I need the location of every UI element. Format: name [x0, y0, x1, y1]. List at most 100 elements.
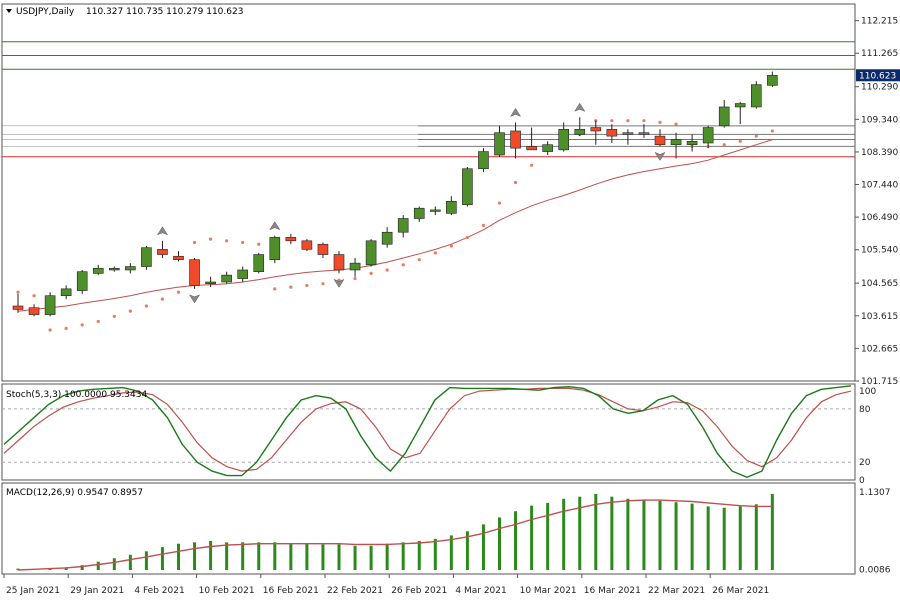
date-tick-label: 16 Feb 2021	[263, 586, 319, 596]
sar-dot	[401, 263, 405, 267]
sar-dot	[738, 139, 742, 143]
macd-histogram-bar	[690, 503, 694, 570]
fractal-up-icon	[269, 221, 281, 231]
macd-histogram-bar	[209, 540, 213, 570]
date-tick-label: 22 Feb 2021	[327, 586, 383, 596]
sar-dot	[48, 328, 52, 332]
stoch-signal-line	[3, 387, 852, 472]
bull-candle	[542, 144, 553, 152]
symbol-label: USDJPY,Daily	[16, 7, 75, 17]
macd-histogram-bar	[481, 524, 485, 570]
fractal-up-icon	[509, 107, 522, 117]
macd-histogram-bar	[401, 542, 405, 570]
sar-dot	[128, 309, 132, 313]
bull-candle	[478, 151, 489, 170]
bull-candle	[558, 128, 570, 151]
date-tick-label: 22 Mar 2021	[648, 586, 705, 596]
macd-histogram-bar	[770, 493, 774, 570]
bull-candle	[381, 231, 393, 245]
sar-dot	[497, 201, 502, 205]
bull-candle	[125, 266, 136, 271]
bull-candle	[670, 139, 682, 146]
bull-candle	[446, 201, 457, 214]
bull-candle	[221, 274, 232, 283]
macd-histogram-bar	[626, 498, 630, 570]
bull-candle	[237, 269, 248, 279]
price-tick-label: 102.665	[861, 344, 898, 354]
bull-candle	[718, 106, 730, 127]
macd-histogram-bar	[465, 531, 469, 570]
bull-candle	[349, 262, 361, 271]
sar-dot	[674, 122, 678, 126]
sar-dot	[722, 143, 726, 147]
macd-histogram-bar	[433, 538, 437, 570]
fractal-down-icon	[333, 278, 345, 288]
sar-dot	[16, 290, 20, 294]
macd-histogram-bar	[241, 542, 245, 570]
bull-candle	[494, 132, 505, 156]
fractal-down-icon	[188, 294, 201, 304]
macd-histogram-bar	[546, 502, 550, 570]
bear-candle	[510, 130, 521, 149]
sar-dot	[610, 119, 614, 123]
bear-candle	[285, 237, 297, 242]
bull-candle	[429, 209, 441, 212]
sar-dot	[64, 326, 68, 330]
date-tick-label: 16 Mar 2021	[584, 586, 641, 596]
sar-dot	[80, 323, 84, 327]
fractal-down-icon	[654, 151, 666, 161]
moving-average-line	[17, 139, 773, 312]
bull-candle	[702, 127, 714, 144]
macd-histogram-bar	[96, 561, 100, 570]
date-tick-label: 4 Feb 2021	[134, 586, 184, 596]
date-tick-label: 26 Mar 2021	[712, 586, 769, 596]
date-tick-label: 10 Mar 2021	[520, 586, 577, 596]
sar-dot	[642, 119, 646, 123]
sar-dot	[754, 134, 758, 138]
sar-dot	[369, 271, 373, 276]
bear-candle	[301, 240, 313, 250]
bull-candle	[686, 140, 698, 146]
date-tick-label: 29 Jan 2021	[70, 586, 124, 596]
bull-candle	[141, 247, 152, 267]
macd-histogram-bar	[417, 540, 421, 570]
stoch-tick-label: 80	[859, 405, 871, 415]
price-tick-label: 105.540	[861, 246, 898, 256]
bull-candle	[76, 271, 88, 291]
price-tick-label: 109.340	[861, 115, 898, 125]
macd-histogram-bar	[177, 543, 180, 570]
sar-dot	[112, 314, 116, 318]
bear-candle	[157, 249, 168, 255]
sar-dot	[513, 180, 518, 185]
ohlc-values: 110.327 110.735 110.279 110.623	[86, 7, 243, 17]
macd-histogram-bar	[578, 496, 582, 570]
macd-histogram-bar	[353, 545, 357, 570]
macd-histogram-bar	[498, 517, 501, 570]
macd-tick-label: 1.1307	[859, 488, 891, 498]
bull-candle	[365, 240, 377, 266]
stoch-main-line	[3, 385, 852, 479]
bull-candle	[269, 237, 281, 260]
macd-histogram-bar	[112, 558, 116, 570]
macd-histogram-bar	[738, 506, 742, 570]
macd-histogram-bar	[144, 551, 148, 570]
macd-histogram-bar	[273, 542, 277, 570]
bull-candle	[397, 218, 409, 233]
macd-histogram-bar	[225, 542, 229, 570]
price-tick-label: 110.290	[861, 83, 898, 93]
stoch-label: Stoch(5,3,3) 100.0000 95.3434	[6, 390, 147, 400]
bull-candle	[734, 103, 746, 108]
bear-candle	[173, 255, 184, 260]
macd-histogram-bar	[160, 547, 164, 570]
macd-signal-line	[17, 499, 773, 571]
bear-candle	[12, 305, 24, 310]
date-tick-label: 26 Feb 2021	[391, 586, 447, 596]
macd-histogram-bar	[722, 507, 726, 570]
sar-dot	[160, 297, 165, 301]
sar-dot	[658, 120, 662, 125]
stoch-tick-label: 20	[859, 458, 871, 468]
macd-histogram-bar	[385, 543, 389, 570]
bear-candle	[622, 132, 634, 135]
